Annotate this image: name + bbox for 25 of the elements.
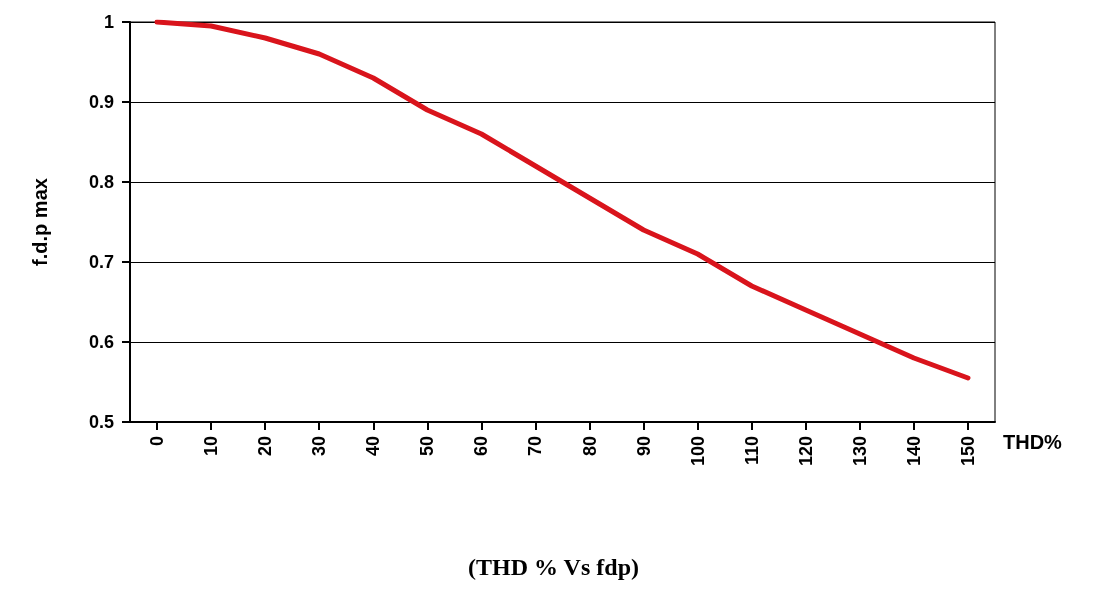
text: (THD % Vs fdp) [468,554,639,580]
x-tick-label: 0 [147,436,168,447]
x-tick-label: 140 [903,436,924,467]
y-tick-label: 0.5 [88,412,114,432]
x-axis-title: THD% [1003,431,1063,453]
x-tick-label: 100 [687,436,708,467]
x-tick-label: 40 [363,436,384,457]
x-tick-label: 60 [471,436,492,457]
x-tick-label: 20 [255,436,276,457]
x-tick-label: 130 [849,436,870,467]
y-tick-label: 0.9 [88,92,114,112]
x-tick-label: 90 [633,436,654,457]
x-tick-label: 120 [795,436,816,467]
x-tick-label: 10 [201,436,222,457]
y-tick-label: 0.8 [88,172,114,192]
y-tick-label: 1 [103,12,114,32]
x-tick-label: 110 [741,436,762,466]
y-tick-label: 0.7 [88,252,114,272]
y-tick-label: 0.6 [88,332,114,352]
x-tick-label: 80 [579,436,600,457]
x-tick-label: 150 [957,436,978,467]
x-tick-label: 70 [525,436,546,457]
x-tick-label: 30 [309,436,330,457]
x-tick-label: 50 [417,436,438,457]
y-axis-title: f.d.p max [29,178,51,266]
